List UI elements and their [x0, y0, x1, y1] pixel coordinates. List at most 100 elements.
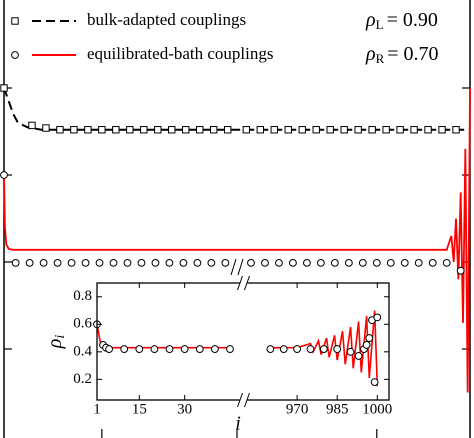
square-marker [28, 121, 36, 130]
circle-marker [179, 258, 188, 267]
circle-marker [370, 378, 379, 387]
circle-marker [266, 345, 275, 353]
square-marker [256, 126, 265, 134]
circle-marker [319, 345, 328, 353]
circle-marker [330, 258, 339, 267]
inset-x-tick-label: 1 [93, 401, 101, 417]
axis-break [237, 258, 244, 276]
square-marker [424, 126, 432, 134]
circle-marker [53, 258, 62, 267]
square-marker [84, 126, 92, 134]
square-marker [126, 126, 134, 134]
circle-marker [456, 266, 465, 275]
inset-y-tick-label: 0.8 [73, 288, 92, 304]
text-part: ρ [365, 9, 376, 31]
inset-y-tick-label: 0.2 [73, 371, 92, 387]
inset-y-tick-label: 0.4 [73, 343, 92, 359]
circle-marker [333, 345, 342, 353]
circle-marker [346, 347, 355, 356]
circle-marker [344, 258, 353, 267]
square-marker [154, 126, 162, 134]
text-part: ρ [44, 339, 66, 350]
square-marker [11, 17, 19, 25]
circle-marker [275, 258, 283, 267]
circle-marker [123, 258, 132, 267]
axis-break-gap [233, 258, 241, 276]
inset-y-label: ρi [44, 335, 69, 350]
square-marker [242, 126, 251, 134]
square-marker [70, 126, 78, 134]
square-marker [42, 124, 50, 132]
circle-marker [109, 258, 118, 267]
circle-marker [358, 258, 367, 267]
text-part: = 0.70 [387, 43, 438, 65]
square-marker [396, 126, 404, 134]
text-part: ρ [365, 43, 376, 65]
circle-marker [151, 258, 160, 267]
square-marker [368, 126, 376, 134]
circle-marker [226, 345, 234, 353]
circle-marker [120, 345, 129, 353]
circle-marker [25, 258, 34, 267]
inset-x-tick-label: 15 [132, 401, 147, 417]
circle-marker [261, 258, 269, 267]
circle-marker [362, 341, 371, 349]
annotation: ρR = 0.70 [365, 43, 439, 66]
circle-marker [193, 258, 202, 267]
circle-marker [386, 258, 395, 267]
circle-marker [81, 258, 90, 267]
square-marker [270, 126, 278, 134]
square-marker [410, 126, 418, 134]
circle-marker [354, 352, 363, 360]
square-marker [210, 126, 218, 134]
circle-marker [247, 258, 255, 267]
square-marker [326, 126, 334, 134]
axis-break [244, 275, 250, 291]
circle-marker [442, 258, 451, 267]
circle-marker [306, 345, 315, 353]
circle-marker [0, 171, 8, 179]
legend-label: bulk-adapted couplings [87, 10, 246, 29]
square-marker [298, 126, 306, 134]
circle-marker [293, 345, 302, 353]
circle-marker [39, 258, 48, 267]
circle-marker [400, 258, 409, 267]
square-marker [452, 126, 460, 134]
circle-marker [67, 258, 76, 267]
square-marker [98, 126, 106, 134]
inset-x-label: i [235, 413, 241, 435]
inset-x-tick-label: 30 [177, 401, 192, 417]
annotation: ρL = 0.90 [365, 9, 438, 32]
axis-break [230, 258, 237, 276]
square-marker [312, 126, 320, 134]
circle-marker [365, 334, 374, 342]
circle-marker [180, 345, 189, 353]
circle-marker [372, 258, 381, 267]
inset-x-tick-label: 970 [286, 401, 309, 417]
axis-break [244, 392, 250, 408]
text-part: = 0.90 [387, 9, 438, 31]
axis-break [237, 275, 243, 291]
circle-marker [210, 345, 219, 353]
circle-marker [137, 258, 146, 267]
circle-marker [207, 258, 216, 267]
circle-marker [303, 258, 311, 267]
circle-marker [165, 258, 174, 267]
square-marker [56, 126, 64, 134]
square-marker [340, 126, 348, 134]
circle-marker [11, 258, 20, 267]
inset-x-tick-label: 1000 [362, 401, 392, 417]
axis-break [237, 392, 243, 408]
circle-marker [105, 345, 113, 353]
series-line [3, 87, 470, 131]
circle-marker [221, 258, 230, 267]
circle-marker [195, 345, 204, 353]
circle-marker [414, 258, 423, 267]
text-part: R [376, 51, 385, 66]
circle-marker [95, 258, 104, 267]
circle-marker [428, 258, 437, 267]
circle-marker [11, 51, 19, 59]
square-marker [168, 126, 176, 134]
square-marker [223, 126, 232, 134]
